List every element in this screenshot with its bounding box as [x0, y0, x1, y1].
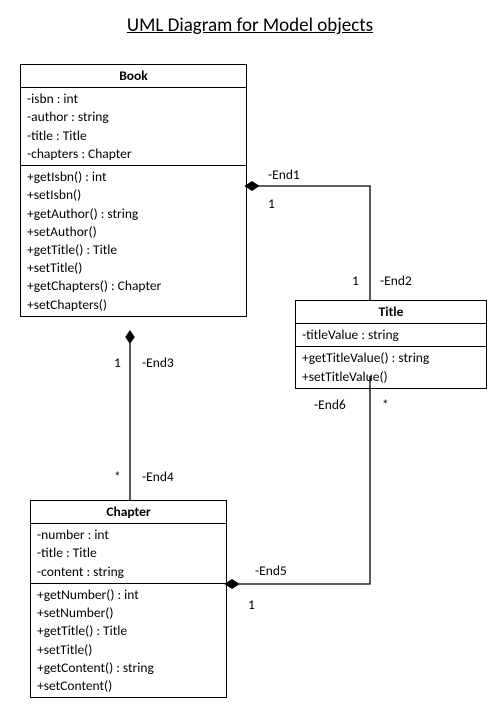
- attributes-book: -isbn : int -author : string -title : Ti…: [21, 88, 246, 166]
- method: +setTitle(): [27, 259, 240, 277]
- edge-label-mult: *: [382, 396, 389, 413]
- method: +getIsbn() : int: [27, 168, 240, 186]
- attr: -title : Title: [37, 544, 220, 562]
- class-name-book: Book: [21, 65, 246, 88]
- edge-label-end1: -End1: [268, 166, 300, 183]
- edge-label-mult: 1: [114, 354, 121, 371]
- methods-book: +getIsbn() : int +setIsbn() +getAuthor()…: [21, 166, 246, 316]
- attr: -author : string: [27, 108, 240, 126]
- attributes-title: -titleValue : string: [296, 324, 486, 347]
- method: +setChapters(): [27, 296, 240, 314]
- edge-label-mult: 1: [248, 596, 255, 613]
- edge-label-end2: -End2: [380, 272, 412, 289]
- attr: -title : Title: [27, 127, 240, 145]
- edge-label-mult: *: [114, 468, 121, 485]
- edge-label-end5: -End5: [255, 562, 287, 579]
- edge-label-end3: -End3: [142, 354, 174, 371]
- attr: -content : string: [37, 563, 220, 581]
- uml-class-book: Book -isbn : int -author : string -title…: [20, 64, 247, 317]
- attr: -number : int: [37, 526, 220, 544]
- edge-label-end4: -End4: [142, 468, 174, 485]
- attributes-chapter: -number : int -title : Title -content : …: [31, 524, 226, 584]
- page-title: UML Diagram for Model objects: [0, 14, 500, 37]
- edge-label-mult: 1: [352, 272, 359, 289]
- attr: -titleValue : string: [302, 326, 480, 344]
- method: +getTitleValue() : string: [302, 349, 480, 367]
- methods-title: +getTitleValue() : string +setTitleValue…: [296, 347, 486, 387]
- method: +getTitle() : Title: [37, 622, 220, 640]
- method: +setAuthor(): [27, 223, 240, 241]
- method: +getTitle() : Title: [27, 241, 240, 259]
- method: +getContent() : string: [37, 659, 220, 677]
- method: +setNumber(): [37, 604, 220, 622]
- uml-class-chapter: Chapter -number : int -title : Title -co…: [30, 500, 227, 698]
- method: +getAuthor() : string: [27, 205, 240, 223]
- class-name-title: Title: [296, 301, 486, 324]
- method: +setContent(): [37, 677, 220, 695]
- attr: -chapters : Chapter: [27, 145, 240, 163]
- method: +getNumber() : int: [37, 586, 220, 604]
- method: +setTitle(): [37, 641, 220, 659]
- attr: -isbn : int: [27, 90, 240, 108]
- method: +setIsbn(): [27, 186, 240, 204]
- methods-chapter: +getNumber() : int +setNumber() +getTitl…: [31, 584, 226, 697]
- method: +getChapters() : Chapter: [27, 277, 240, 295]
- edge-label-end6: -End6: [314, 396, 346, 413]
- edge-label-mult: 1: [268, 195, 275, 212]
- method: +setTitleValue(): [302, 368, 480, 386]
- class-name-chapter: Chapter: [31, 501, 226, 524]
- uml-class-title: Title -titleValue : string +getTitleValu…: [295, 300, 487, 389]
